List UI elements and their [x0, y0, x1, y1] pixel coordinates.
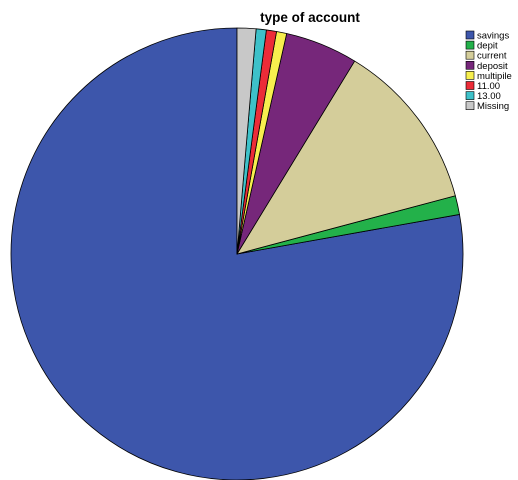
- legend-label-11-00: 11.00: [477, 81, 500, 92]
- legend-label-multipile: multipile: [477, 71, 512, 82]
- legend-swatch-missing: [465, 101, 475, 110]
- legend-swatch-deposit: [465, 60, 475, 70]
- chart-title: type of account: [260, 10, 360, 25]
- legend-label-savings: savings: [477, 31, 509, 42]
- legend-swatch-13-00: [465, 91, 475, 100]
- legend-label-13-00: 13.00: [477, 91, 501, 102]
- legend-swatch-savings: [465, 30, 475, 40]
- pie-slice-missing: [236, 27, 257, 255]
- legend-swatch-current: [465, 50, 475, 60]
- legend-label-current: current: [477, 51, 507, 62]
- legend-label-deposit: deposit: [477, 61, 508, 72]
- legend-label-depit: depit: [477, 41, 498, 52]
- pie-slices: [10, 27, 464, 480]
- pie-slice-savings: [10, 27, 464, 480]
- legend-swatch-multipile: [465, 71, 475, 80]
- legend: savingsdepitcurrentdepositmultipile11.00…: [465, 30, 512, 112]
- legend-label-missing: Missing: [477, 101, 509, 112]
- legend-swatch-depit: [465, 40, 475, 50]
- legend-swatch-11-00: [465, 81, 475, 90]
- pie-slice-current: [236, 60, 456, 255]
